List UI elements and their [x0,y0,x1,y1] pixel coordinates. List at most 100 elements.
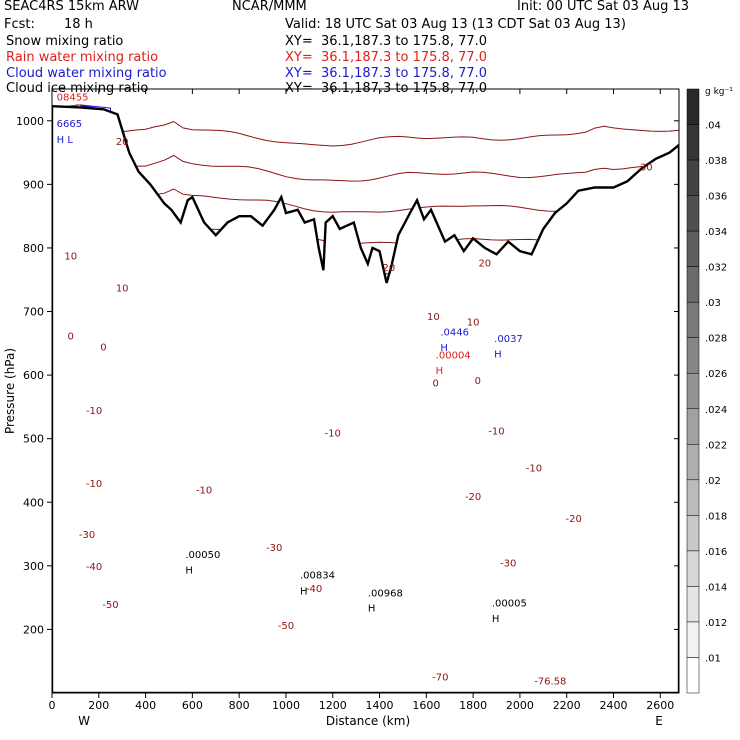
maximum-label: .0446 [440,328,469,339]
svg-text:-20: -20 [465,492,481,503]
svg-text:10: 10 [467,318,480,329]
temp-label: -76.58 [534,676,566,687]
x-tick-label: 0 [49,699,56,712]
svg-text:-10: -10 [488,426,504,437]
east-label: E [655,714,663,728]
temp-label: 0 [475,376,481,387]
field-xy-cloud-water: XY= 36.1,187.3 to 175.8, 77.0 [285,66,488,81]
x-tick-label: 2600 [646,699,674,712]
temp-label: -30 [79,530,95,541]
colorbar-tick-label: .032 [705,263,727,274]
x-tick-label: 1600 [412,699,440,712]
svg-text:10: 10 [116,283,129,294]
maximum-label: 6665 [57,119,82,130]
colorbar-swatch [686,444,700,481]
temp-label: -20 [566,514,582,525]
x-tick-label: 2200 [553,699,581,712]
temp-label: 0 [100,342,106,353]
temp-label: -10 [488,426,504,437]
y-tick-label: 1000 [16,115,44,128]
temp-label: -10 [86,479,102,490]
x-tick-label: 1200 [319,699,347,712]
field-xy-rain: XY= 36.1,187.3 to 175.8, 77.0 [285,50,488,65]
field-label-rain: Rain water mixing ratio [6,50,159,65]
temp-label: 10 [64,252,77,263]
maximum-label: H [300,586,308,597]
colorbar-tick-label: .018 [705,511,727,522]
maximum-label: H [436,366,444,377]
temp-label: -10 [86,406,102,417]
temp-label: -30 [500,559,516,570]
maximum-label: 08455 [57,92,89,103]
svg-text:-30: -30 [266,543,282,554]
svg-text:10: 10 [64,252,77,263]
svg-text:20: 20 [478,259,491,270]
colorbar-unit: g kg⁻¹ [705,87,733,97]
svg-text:0: 0 [68,332,74,343]
svg-text:30: 30 [640,163,653,174]
maximum-label: H [492,614,500,625]
colorbar-tick-label: .014 [705,582,727,593]
colorbar-swatch [686,586,700,623]
field-xy-snow: XY= 36.1,187.3 to 175.8, 77.0 [285,34,488,49]
colorbar-tick-label: .034 [705,227,727,238]
temp-label: -70 [432,672,448,683]
colorbar-swatch [686,230,700,267]
x-tick-label: 2400 [599,699,627,712]
x-axis-title: Distance (km) [326,714,410,728]
maximum-label: .00004 [436,351,471,362]
temp-label: 10 [427,312,440,323]
colorbar-swatch [686,657,700,694]
maximum-label: H [368,604,376,615]
colorbar-tick-label: .02 [705,476,721,487]
x-tick-label: 400 [135,699,156,712]
figure-header: SEAC4RS 15km ARW NCAR/MMM Init: 00 UTC S… [0,0,740,96]
temp-label: 20 [116,137,129,148]
terrain-profile [52,104,679,693]
svg-text:-76.58: -76.58 [534,676,566,687]
colorbar-tick-label: .038 [705,156,727,167]
y-tick-label: 500 [23,433,44,446]
isotherm [52,154,679,182]
init-time: Init: 00 UTC Sat 03 Aug 13 [517,0,690,14]
maximum-label: .00834 [300,571,335,582]
svg-text:-30: -30 [79,530,95,541]
colorbar-swatch [686,479,700,516]
colorbar-swatch [686,301,700,338]
org-label: NCAR/MMM [232,0,307,14]
svg-text:-50: -50 [102,600,118,611]
colorbar-tick-label: .04 [705,121,721,132]
temp-label: 0 [68,332,74,343]
colorbar-tick-label: .026 [705,369,727,380]
colorbar-swatch [686,372,700,410]
field-label-cloud-water: Cloud water mixing ratio [6,66,167,81]
svg-text:20: 20 [116,137,129,148]
x-tick-label: 200 [88,699,109,712]
svg-text:-10: -10 [196,486,212,497]
svg-text:-10: -10 [86,479,102,490]
temp-label: 10 [116,283,129,294]
colorbar-swatch [686,515,700,552]
svg-text:-40: -40 [86,562,102,573]
colorbar-swatch [686,88,700,125]
y-tick-label: 300 [23,560,44,573]
colorbar-swatch [686,621,700,658]
fcst-label: Fcst: [4,17,35,32]
y-tick-label: 600 [23,369,44,382]
maximum-label: H [185,565,193,576]
svg-text:-70: -70 [432,672,448,683]
temp-label: -20 [465,492,481,503]
svg-text:-10: -10 [325,428,341,439]
temp-label: -10 [196,486,212,497]
x-tick-label: 2000 [506,699,534,712]
temp-label: -40 [306,584,322,595]
colorbar-tick-label: .012 [705,618,727,629]
colorbar-swatch [686,337,700,374]
isotherm [52,120,679,147]
y-tick-label: 700 [23,306,44,319]
colorbar-tick-label: .022 [705,440,727,451]
y-tick-label: 900 [23,178,44,191]
west-label: W [78,714,90,728]
x-axis: 0 200 400 600 800 1000 1200 1400 1600 1800 2000 220… [49,89,674,712]
